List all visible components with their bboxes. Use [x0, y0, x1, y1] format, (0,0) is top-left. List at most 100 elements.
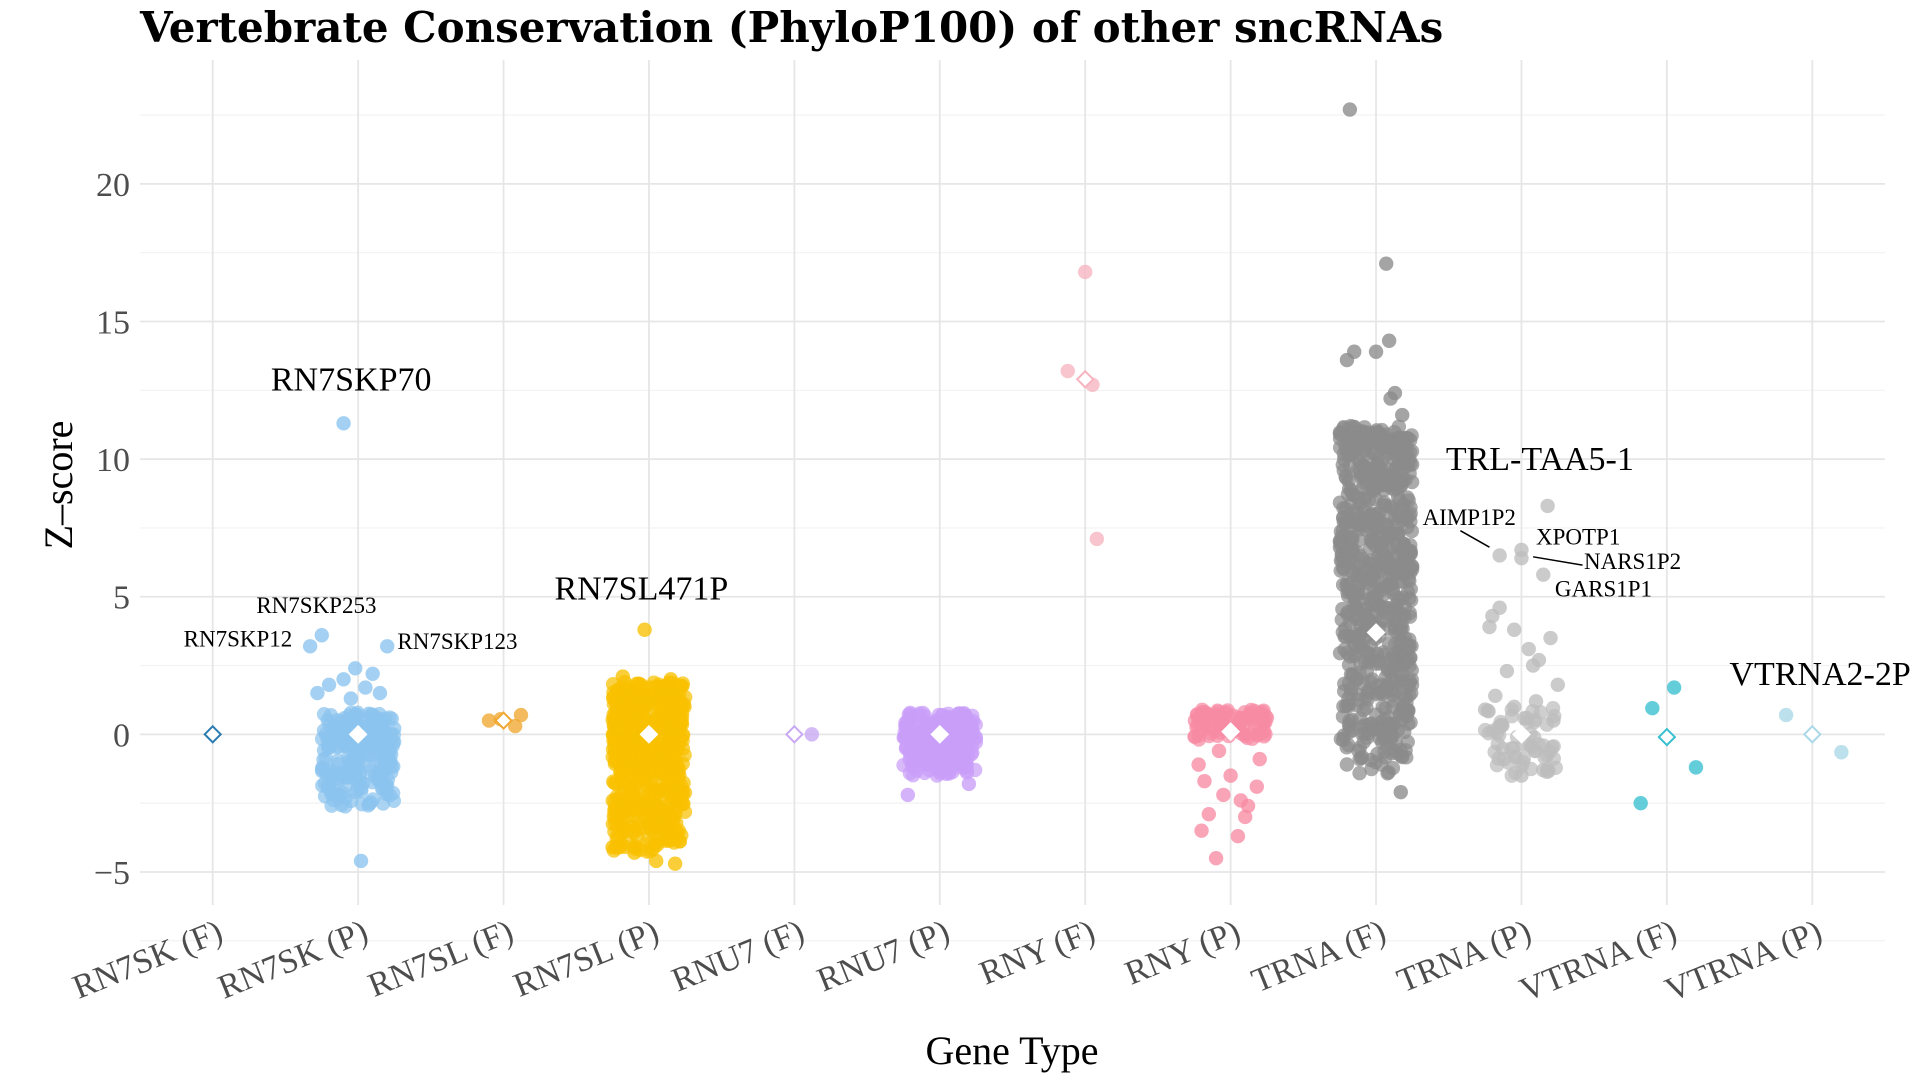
data-point: [1536, 567, 1551, 582]
mean-marker: [930, 724, 950, 744]
data-point: [1384, 577, 1399, 592]
y-tick-label: 5: [113, 580, 130, 617]
data-point: [343, 691, 359, 706]
data-point: [1211, 743, 1227, 759]
data-point: [1335, 709, 1351, 724]
mean-marker: [494, 711, 513, 731]
data-point: [958, 738, 974, 753]
annotation-label: TRL-TAA5-1: [1446, 441, 1634, 478]
annotation-leader-line: [1460, 530, 1490, 548]
data-point: [377, 724, 393, 739]
data-point: [1208, 851, 1224, 866]
data-point: [1482, 619, 1497, 635]
data-point: [1378, 551, 1393, 566]
data-point: [366, 737, 381, 753]
x-tick-label: RN7SK (F): [68, 913, 228, 1006]
data-point: [1360, 608, 1375, 623]
data-point: [342, 708, 357, 723]
data-point: [1393, 784, 1408, 800]
data-point: [608, 724, 624, 739]
x-tick-label: RNY (P): [1120, 913, 1246, 992]
data-point: [1194, 823, 1209, 838]
data-point: [1336, 452, 1352, 467]
data-point: [615, 669, 630, 684]
data-point: [615, 812, 631, 827]
data-point: [1237, 809, 1253, 825]
data-point: [675, 698, 691, 714]
data-point: [640, 833, 655, 849]
data-point: [662, 808, 678, 823]
data-point: [1492, 548, 1507, 563]
data-point: [1378, 600, 1393, 615]
x-tick-label: VTRNA (P): [1660, 913, 1827, 1009]
data-point: [654, 739, 669, 754]
data-point: [1392, 592, 1407, 608]
data-point: [649, 853, 664, 869]
data-point: [1477, 702, 1493, 717]
data-point: [1375, 686, 1390, 702]
data-point: [372, 685, 388, 701]
data-point: [1216, 787, 1231, 803]
mean-marker: [784, 724, 804, 744]
data-point: [310, 685, 325, 701]
data-point: [674, 710, 690, 726]
data-point: [358, 680, 373, 695]
annotation-label: AIMP1P2: [1423, 505, 1516, 530]
data-point: [1390, 626, 1406, 642]
data-point: [898, 715, 913, 731]
data-point: [902, 752, 917, 767]
x-tick-label: RNY (F): [975, 913, 1101, 992]
data-point: [361, 759, 377, 774]
data-point: [1345, 530, 1360, 545]
data-point: [314, 628, 329, 643]
annotation-label: RN7SKP123: [397, 629, 517, 654]
data-point: [1514, 768, 1529, 783]
data-point: [1349, 686, 1364, 702]
data-point: [674, 828, 689, 843]
annotation-label: RN7SKP12: [184, 626, 293, 651]
data-point: [1400, 653, 1416, 668]
data-point: [365, 666, 380, 681]
data-point: [1354, 457, 1370, 472]
mean-marker: [1512, 724, 1531, 744]
x-tick-label: RN7SL (P): [509, 913, 664, 1005]
annotation-label: XPOTP1: [1536, 524, 1620, 549]
mean-marker: [1366, 623, 1386, 642]
data-point: [1393, 707, 1408, 722]
data-point: [1394, 446, 1410, 462]
data-point: [1377, 517, 1393, 532]
data-point: [316, 743, 332, 758]
x-tick-label: VTRNA (F): [1515, 913, 1682, 1009]
data-point: [1399, 690, 1414, 705]
data-point: [1233, 793, 1249, 808]
data-point: [1834, 745, 1849, 760]
data-point: [664, 793, 680, 809]
data-point: [952, 706, 968, 721]
data-point: [965, 724, 980, 739]
data-point: [1356, 676, 1371, 692]
data-point: [610, 682, 626, 697]
data-point: [1387, 385, 1403, 401]
data-point: [1364, 445, 1379, 461]
data-point: [1337, 676, 1352, 691]
data-point: [625, 755, 641, 771]
data-point: [1381, 333, 1397, 348]
mean-marker: [348, 724, 368, 744]
data-point: [1376, 439, 1392, 454]
x-tick-label: RNU7 (P): [812, 913, 955, 999]
data-point: [1353, 656, 1368, 671]
data-point: [321, 677, 337, 693]
data-point: [330, 790, 346, 806]
data-point: [1060, 363, 1075, 379]
data-point: [507, 718, 523, 734]
data-point: [1363, 432, 1379, 447]
annotation-leader-line: [1532, 556, 1583, 566]
data-point: [1499, 663, 1515, 679]
data-point: [605, 839, 620, 855]
data-point: [653, 699, 668, 715]
data-point: [900, 787, 915, 803]
data-point: [637, 772, 653, 787]
annotation-label: NARS1P2: [1584, 549, 1681, 574]
data-point: [1342, 615, 1358, 631]
data-point: [677, 804, 693, 820]
